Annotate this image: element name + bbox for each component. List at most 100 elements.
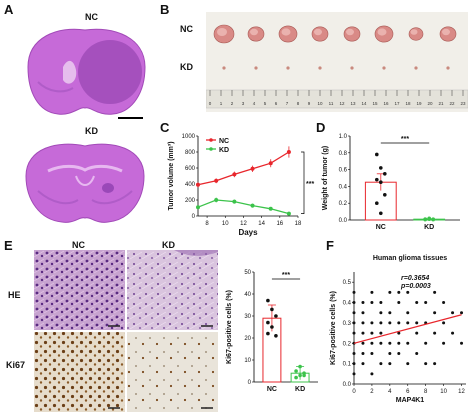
data-point xyxy=(388,341,392,345)
panel-letter-a: A xyxy=(4,2,14,17)
data-point xyxy=(379,166,383,170)
data-point xyxy=(266,298,270,303)
data-point xyxy=(274,314,278,318)
data-point xyxy=(375,177,379,182)
data-point xyxy=(388,311,392,315)
kd-tumor xyxy=(254,66,258,70)
ruler-tick-label: 19 xyxy=(416,101,422,106)
data-point xyxy=(352,331,356,335)
x-tick-label: 2 xyxy=(370,389,374,395)
data-point xyxy=(379,331,383,335)
y-tick-label: 0.4 xyxy=(343,301,352,307)
kd-tumor xyxy=(222,66,226,70)
chart-e-ki67: 0 10 20 30 40 50 NC KD *** Ki67-positive cells (%… xyxy=(226,270,318,393)
category-label-nc: NC xyxy=(376,224,386,231)
ruler-tick-label: 14 xyxy=(361,101,367,106)
x-axis-label: Days xyxy=(238,228,258,237)
y-tick-label: 1000 xyxy=(182,134,196,140)
tumor-highlight xyxy=(314,28,322,36)
kd-tumor xyxy=(414,66,418,70)
data-point xyxy=(270,307,274,312)
data-point xyxy=(370,290,374,294)
panel-letter-c: C xyxy=(160,120,170,135)
data-point xyxy=(406,311,410,315)
tumor-highlight xyxy=(346,28,354,36)
significance-label: *** xyxy=(401,136,409,143)
ruler-tick-label: 0 xyxy=(209,101,212,106)
data-point xyxy=(352,362,356,366)
ruler-tick-label: 15 xyxy=(372,101,378,106)
data-point xyxy=(423,217,427,222)
data-point xyxy=(361,331,365,335)
data-point xyxy=(361,362,365,366)
ruler-tick-label: 4 xyxy=(253,101,256,106)
y-tick-label: 0 xyxy=(248,380,252,386)
data-point xyxy=(427,216,431,221)
category-label-kd: KD xyxy=(295,386,305,393)
significance-label: *** xyxy=(306,181,314,188)
y-tick-label: 0.8 xyxy=(339,151,348,157)
y-tick-label: 1.0 xyxy=(339,134,348,140)
data-point xyxy=(370,301,374,305)
e-nc-label: NC xyxy=(72,240,85,250)
chart-title: Human glioma tissues xyxy=(373,255,447,262)
data-point xyxy=(442,321,446,325)
tumor-highlight xyxy=(250,28,258,36)
data-point xyxy=(379,341,383,345)
category-label-nc: NC xyxy=(267,386,277,393)
data-point xyxy=(388,290,392,294)
data-point-kd xyxy=(268,206,273,211)
data-point xyxy=(294,375,298,380)
significance-bracket xyxy=(301,151,305,214)
data-point xyxy=(370,341,374,345)
histology-grid xyxy=(34,250,218,412)
data-point xyxy=(433,290,437,294)
y-tick-label: 10 xyxy=(244,358,251,364)
ruler-tick-label: 20 xyxy=(427,101,433,106)
data-point xyxy=(352,290,356,294)
data-point-nc xyxy=(268,161,273,166)
data-point xyxy=(379,211,383,216)
data-point xyxy=(370,351,374,355)
panel-letter-f: F xyxy=(326,238,334,253)
data-point xyxy=(361,351,365,355)
data-point-nc xyxy=(232,172,237,177)
x-tick-label: 6 xyxy=(406,389,410,395)
x-tick-label: 12 xyxy=(240,221,247,227)
ruler-tick-label: 18 xyxy=(405,101,411,106)
data-point xyxy=(397,290,401,294)
x-tick-label: 12 xyxy=(458,389,465,395)
tumor-mass xyxy=(78,40,142,104)
data-point xyxy=(388,362,392,366)
kd-tumor xyxy=(318,66,322,70)
ruler-tick-label: 11 xyxy=(329,101,334,106)
data-point xyxy=(379,321,383,325)
y-tick-label: 50 xyxy=(244,270,251,276)
a-nc-label: NC xyxy=(85,12,98,22)
data-point xyxy=(424,341,428,345)
tumor-highlight xyxy=(442,28,450,36)
e-row-ki67-label: Ki67 xyxy=(6,360,26,370)
x-axis-label: MAP4K1 xyxy=(396,397,425,404)
legend-label-nc: NC xyxy=(219,138,229,145)
data-point xyxy=(442,341,446,345)
y-tick-label: 0.6 xyxy=(339,168,348,174)
data-point-kd xyxy=(196,205,200,210)
ruler-tick-label: 12 xyxy=(339,101,345,106)
data-point xyxy=(433,331,437,335)
b-kd-label: KD xyxy=(180,62,193,72)
data-point xyxy=(361,311,365,315)
legend-label-kd: KD xyxy=(219,147,229,154)
tumor-highlight xyxy=(281,28,291,36)
data-point xyxy=(266,320,270,325)
series-line-kd xyxy=(197,199,290,215)
y-tick-label: 0.0 xyxy=(339,218,348,224)
data-point xyxy=(397,341,401,345)
annotation-r: r=0.3654 xyxy=(401,275,429,282)
ruler-tick-label: 6 xyxy=(275,101,278,106)
panel-letter-b: B xyxy=(160,2,170,17)
ruler-tick-label: 10 xyxy=(317,101,323,106)
ruler-tick-label: 2 xyxy=(231,101,234,106)
y-axis-label: Weight of tumor (g) xyxy=(322,146,329,210)
data-point xyxy=(370,321,374,325)
